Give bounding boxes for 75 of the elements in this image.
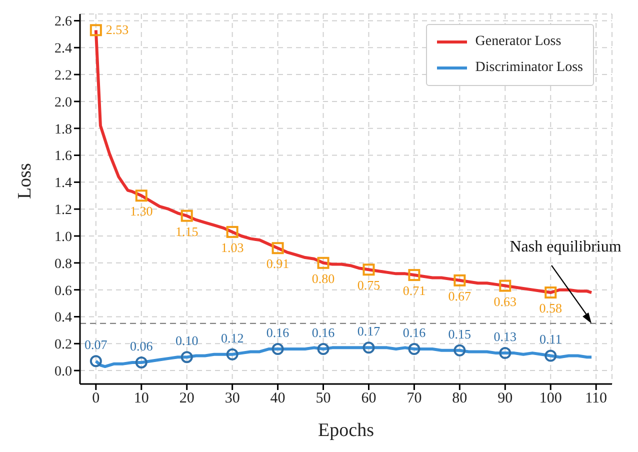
- point: [454, 274, 466, 286]
- x-axis-title: Epochs: [318, 420, 374, 441]
- point: [362, 342, 375, 354]
- data-label: 0.07: [84, 337, 108, 352]
- data-label: 0.16: [312, 325, 336, 340]
- point: [90, 355, 102, 368]
- point: [454, 344, 466, 356]
- x-tick-label: 60: [361, 390, 376, 407]
- y-axis-title: Loss: [14, 163, 36, 199]
- data-label: 0.67: [448, 288, 472, 304]
- point: [544, 286, 557, 299]
- x-tick-label: 0: [92, 390, 100, 407]
- data-label: 0.06: [130, 338, 154, 354]
- point: [90, 24, 102, 36]
- y-tick-label: 1.6: [54, 149, 72, 164]
- data-label: 1.03: [220, 240, 244, 255]
- point: [499, 347, 512, 360]
- data-label: 0.63: [494, 294, 517, 309]
- data-label: 1.30: [130, 204, 153, 219]
- x-tick-label: 20: [179, 390, 194, 407]
- legend-label: Generator Loss: [475, 33, 562, 51]
- x-tick-label: 70: [406, 390, 422, 407]
- point: [499, 280, 512, 292]
- annotation: Nash equilibrium: [510, 238, 622, 256]
- data-label: 0.71: [402, 283, 426, 298]
- y-tick-label: 2.2: [54, 68, 72, 84]
- point: [362, 264, 375, 276]
- x-tick-label: 90: [498, 390, 513, 407]
- data-label: 0.17: [357, 324, 381, 339]
- y-tick-label: 2.0: [54, 95, 72, 110]
- point: [408, 269, 420, 282]
- x-tick-label: 10: [134, 390, 149, 407]
- point: [135, 190, 148, 202]
- data-label: 0.91: [266, 256, 290, 272]
- y-tick-label: 0.0: [54, 364, 72, 380]
- data-label: 0.80: [312, 270, 335, 286]
- y-tick-label: 1.2: [54, 203, 72, 218]
- data-label: 0.12: [220, 330, 244, 346]
- point: [180, 210, 193, 222]
- point: [180, 351, 193, 364]
- y-tick-label: 0.6: [54, 284, 72, 299]
- x-tick-label: 110: [585, 390, 608, 407]
- legend-label: Discriminator Loss: [475, 59, 583, 77]
- data-label: 0.10: [175, 333, 198, 348]
- data-label: 0.16: [266, 325, 290, 340]
- x-tick-label: 50: [316, 390, 331, 407]
- x-tick-label: 80: [452, 390, 468, 407]
- data-label: 0.11: [539, 332, 562, 347]
- x-tick-label: 100: [539, 390, 562, 407]
- y-tick-label: 1.4: [54, 176, 72, 192]
- data-label: 0.58: [539, 300, 562, 316]
- data-label: 0.75: [357, 278, 380, 293]
- point: [544, 350, 557, 362]
- point: [226, 348, 238, 360]
- y-tick-label: 0.2: [54, 338, 72, 353]
- y-tick-label: 1.8: [54, 122, 72, 138]
- x-tick-label: 30: [224, 390, 240, 407]
- data-label: 0.13: [494, 329, 517, 344]
- y-tick-label: 0.4: [54, 310, 72, 326]
- data-label: 0.16: [402, 325, 426, 340]
- point: [317, 343, 330, 356]
- data-label: 1.15: [175, 224, 198, 239]
- x-tick-label: 40: [270, 390, 286, 407]
- y-tick-label: 1.0: [54, 230, 72, 245]
- point: [135, 356, 148, 368]
- y-tick-label: 2.4: [54, 42, 72, 57]
- data-label: 0.15: [448, 326, 472, 342]
- point: [317, 256, 330, 269]
- y-tick-label: 2.6: [54, 14, 72, 30]
- point: [272, 343, 284, 356]
- data-label: 2.53: [106, 22, 129, 38]
- y-tick-label: 0.8: [54, 256, 72, 272]
- point: [408, 343, 420, 356]
- point: [226, 226, 238, 238]
- point: [272, 242, 284, 254]
